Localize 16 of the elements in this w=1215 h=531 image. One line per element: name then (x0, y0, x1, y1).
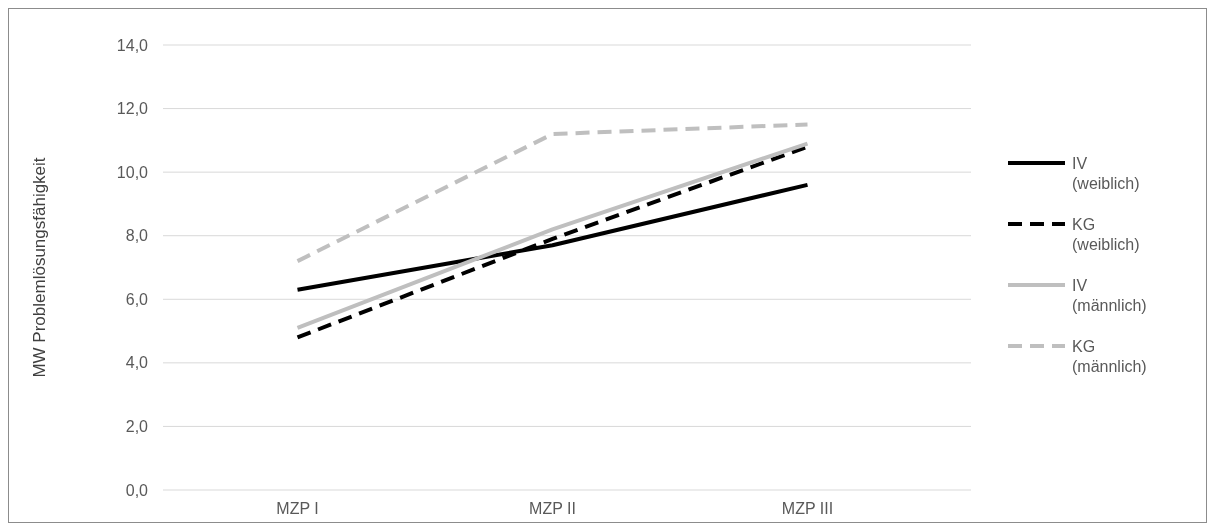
y-tick-label: 4,0 (125, 354, 149, 372)
x-tick-label: MZP I (276, 500, 319, 517)
y-tick-label: 14,0 (116, 36, 149, 54)
legend-label: IV (männlich) (1072, 276, 1147, 315)
legend-label: KG (weiblich) (1072, 215, 1140, 254)
y-tick-label: 2,0 (125, 418, 149, 436)
x-tick-label: MZP III (781, 500, 834, 517)
y-axis-title: MW Problemlösungsfähigkeit (30, 157, 49, 378)
legend-label: KG (männlich) (1072, 337, 1147, 376)
legend-label: IV (weiblich) (1072, 154, 1140, 193)
y-tick-label: 8,0 (125, 227, 149, 245)
x-tick-label: MZP II (529, 500, 576, 517)
y-tick-label: 0,0 (125, 481, 149, 499)
y-tick-label: 12,0 (116, 100, 149, 118)
y-tick-label: 10,0 (116, 163, 149, 181)
y-tick-label: 6,0 (125, 290, 149, 308)
